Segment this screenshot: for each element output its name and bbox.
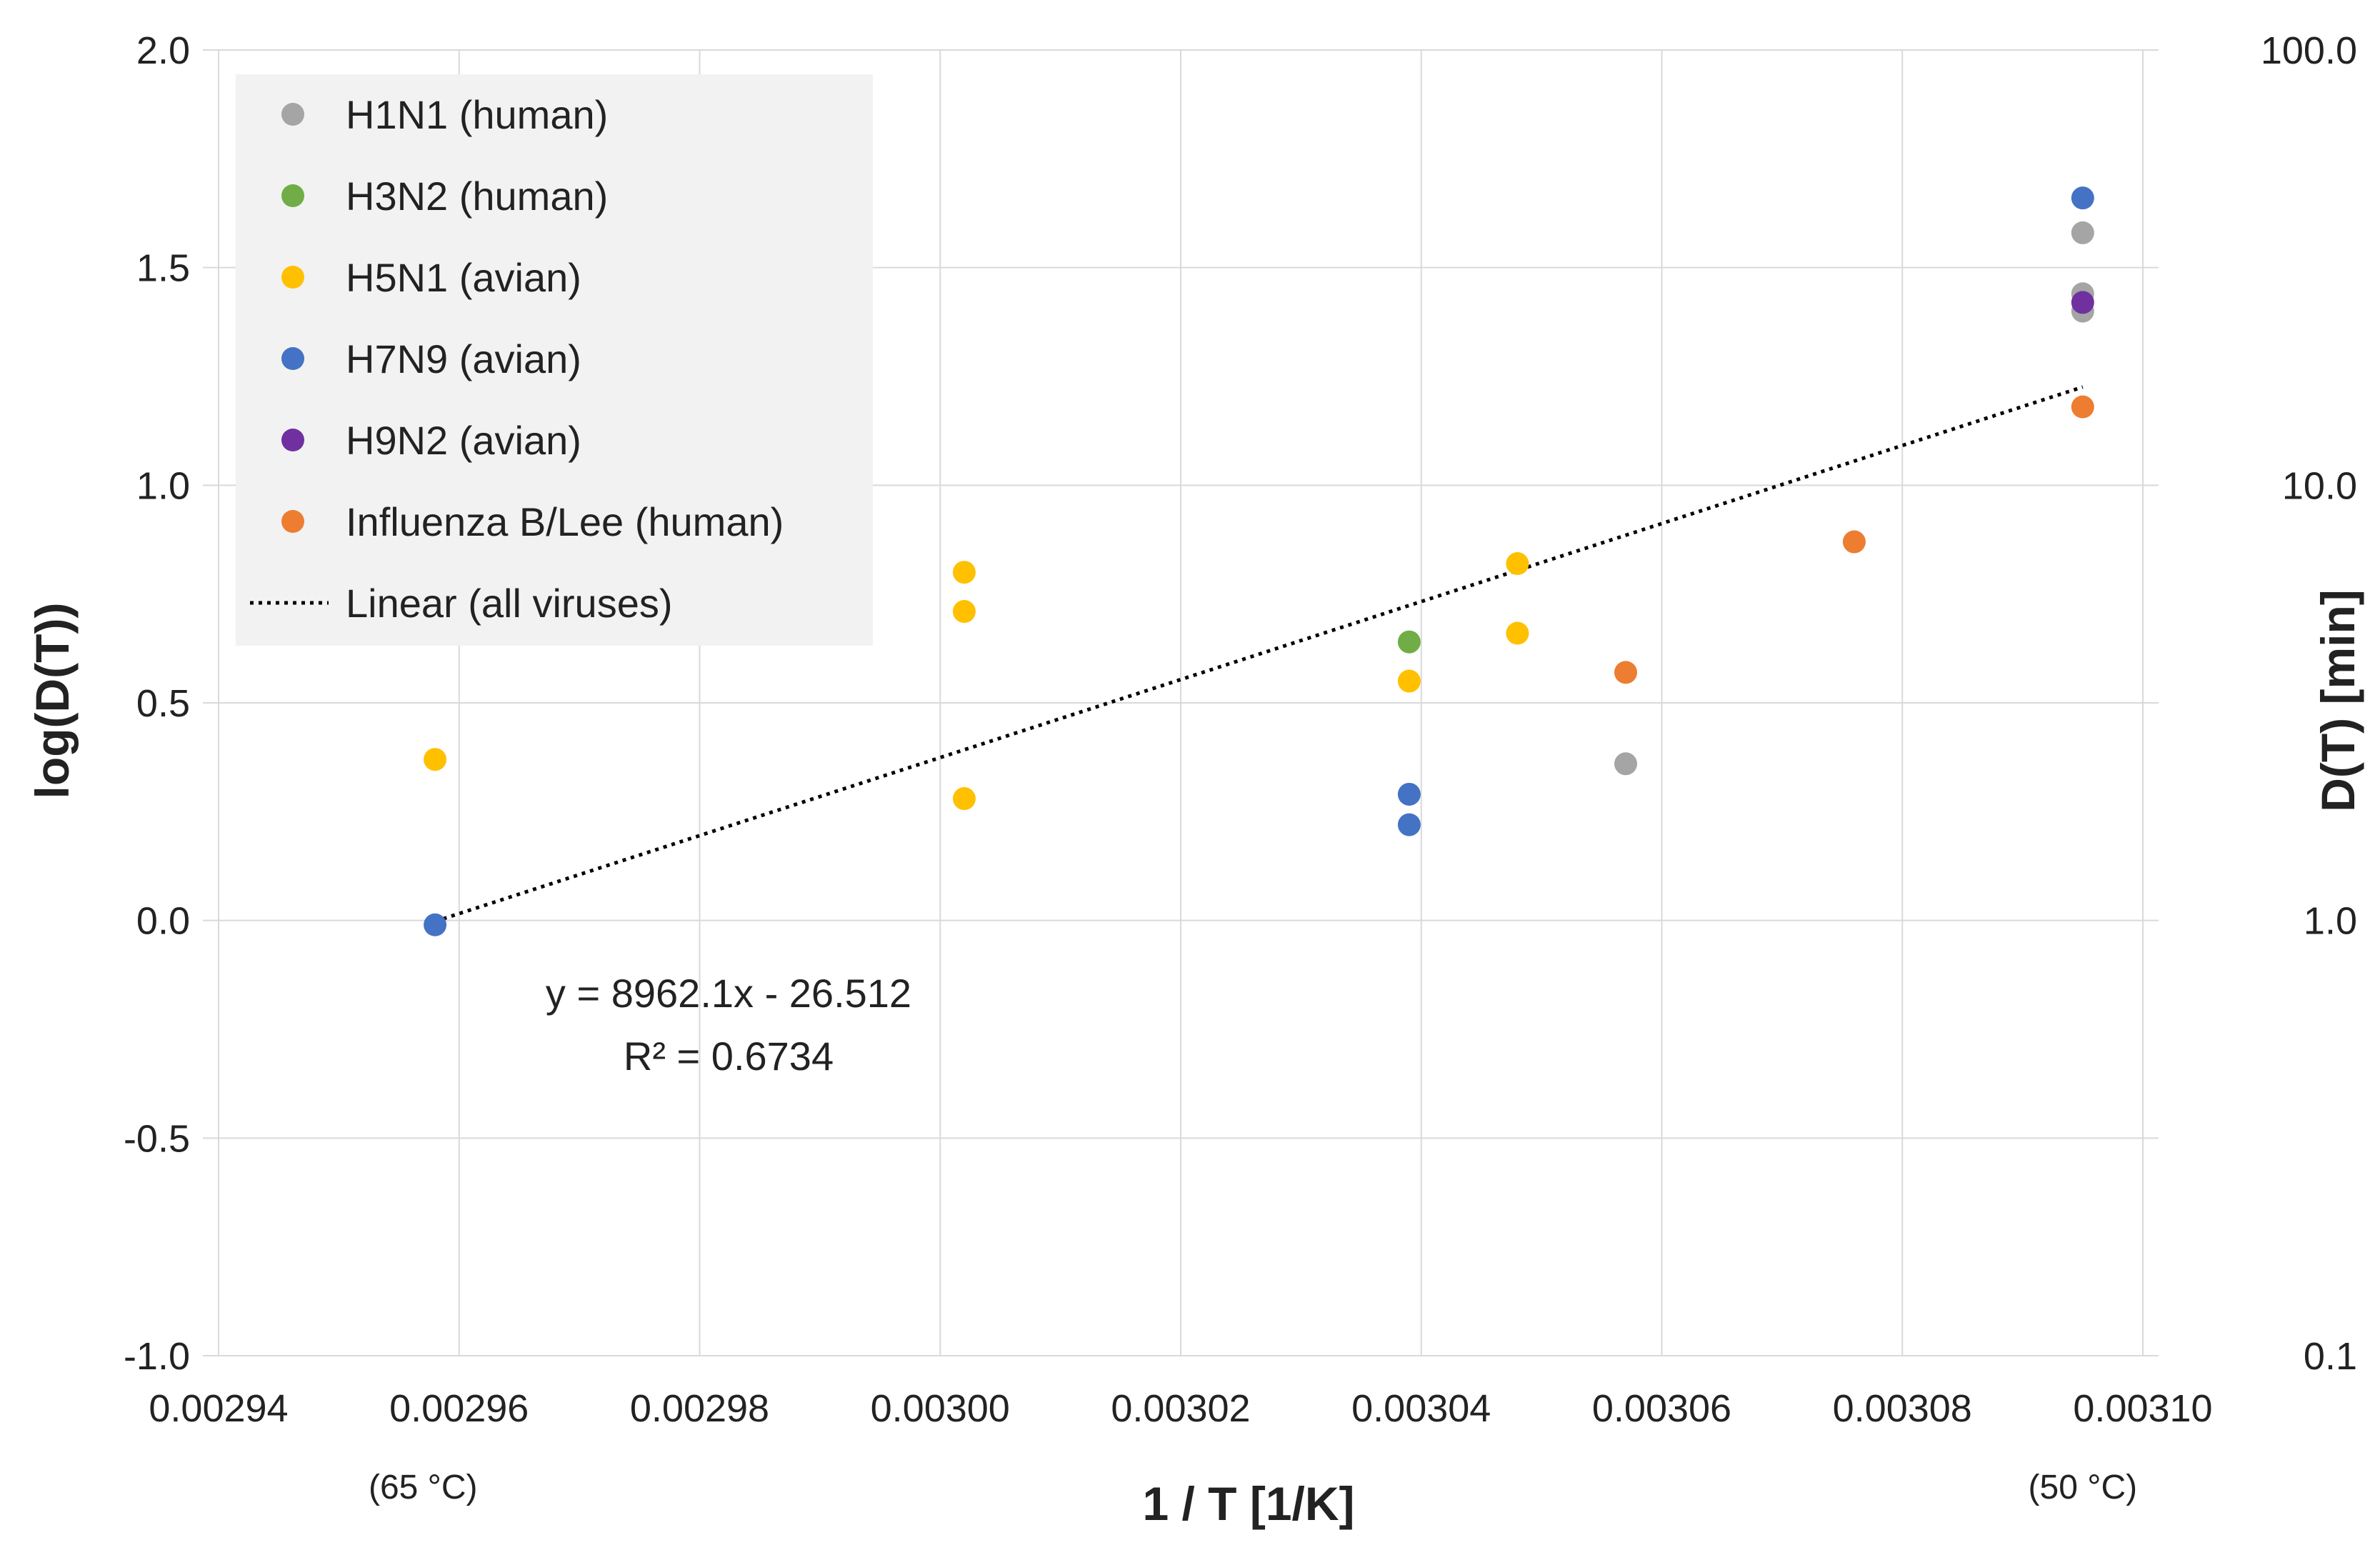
x-tick-label: 0.00308	[1833, 1387, 1972, 1430]
data-point	[1506, 621, 1529, 645]
legend-background	[236, 74, 873, 646]
y-tick-label: 1.5	[136, 247, 190, 290]
data-point	[1614, 752, 1637, 776]
legend-label: Linear (all viruses)	[346, 581, 673, 626]
data-point	[952, 561, 976, 584]
y-axis-title: log(D(T))	[26, 603, 79, 799]
data-point	[1614, 661, 1637, 684]
data-point	[2071, 221, 2094, 244]
y2-tick-label: 0.1	[2304, 1335, 2357, 1378]
x-tick-label: 0.00306	[1592, 1387, 1731, 1430]
y2-tick-label: 1.0	[2304, 900, 2357, 943]
data-point	[1397, 813, 1421, 836]
legend-marker	[281, 184, 304, 207]
temperature-note: (65 °C)	[369, 1469, 478, 1506]
legend-label: H5N1 (avian)	[346, 255, 581, 300]
gridlines	[203, 49, 2159, 1356]
y2-tick-label: 100.0	[2261, 29, 2357, 72]
legend-marker	[281, 429, 304, 451]
legend: H1N1 (human) H3N2 (human) H5N1 (avian) H7N9…	[236, 74, 873, 646]
data-point	[424, 913, 447, 936]
trendline	[434, 385, 2084, 924]
legend-marker	[281, 510, 304, 533]
tick-labels: 0.00294 0.00296 0.00298 0.00300 0.00302 0.003…	[124, 29, 2357, 1506]
data-point	[424, 748, 447, 771]
y-tick-label: -1.0	[124, 1335, 190, 1378]
legend-label: H3N2 (human)	[346, 174, 608, 219]
x-tick-label: 0.00310	[2073, 1387, 2212, 1430]
data-points	[424, 186, 2094, 936]
trendline-r-squared: R² = 0.6734	[624, 1034, 834, 1079]
x-tick-label: 0.00300	[871, 1387, 1010, 1430]
legend-label: H7N9 (avian)	[346, 336, 581, 381]
x-tick-label: 0.00294	[149, 1387, 288, 1430]
data-point	[1397, 630, 1421, 654]
x-axis-title: 1 / T [1/K]	[1142, 1477, 1354, 1530]
data-point	[2071, 186, 2094, 210]
x-tick-label: 0.00296	[389, 1387, 529, 1430]
y-tick-label: -0.5	[124, 1117, 190, 1160]
legend-label: H1N1 (human)	[346, 92, 608, 137]
data-point	[1397, 782, 1421, 806]
data-point	[952, 600, 976, 624]
y-tick-label: 2.0	[136, 29, 190, 72]
x-tick-label: 0.00304	[1351, 1387, 1491, 1430]
y-tick-label: 0.0	[136, 900, 190, 943]
data-point	[1397, 669, 1421, 693]
legend-label: H9N2 (avian)	[346, 418, 581, 463]
x-tick-label: 0.00298	[630, 1387, 769, 1430]
y-tick-label: 0.5	[136, 682, 190, 725]
data-point	[1842, 530, 1866, 554]
legend-marker	[281, 266, 304, 289]
data-point	[2071, 291, 2094, 314]
temperature-note: (50 °C)	[2029, 1469, 2138, 1506]
y2-tick-label: 10.0	[2282, 464, 2357, 507]
y2-axis-title: D(T) [min]	[2311, 589, 2364, 812]
data-point	[1506, 552, 1529, 576]
trendline-equation: y = 8962.1x - 26.512	[546, 971, 911, 1016]
legend-marker	[281, 347, 304, 370]
legend-marker	[281, 103, 304, 126]
legend-label: Influenza B/Lee (human)	[346, 499, 784, 544]
data-point	[2071, 395, 2094, 419]
trendline-group	[434, 385, 2084, 924]
data-point	[952, 787, 976, 811]
y-tick-label: 1.0	[136, 464, 190, 507]
x-tick-label: 0.00302	[1111, 1387, 1250, 1430]
